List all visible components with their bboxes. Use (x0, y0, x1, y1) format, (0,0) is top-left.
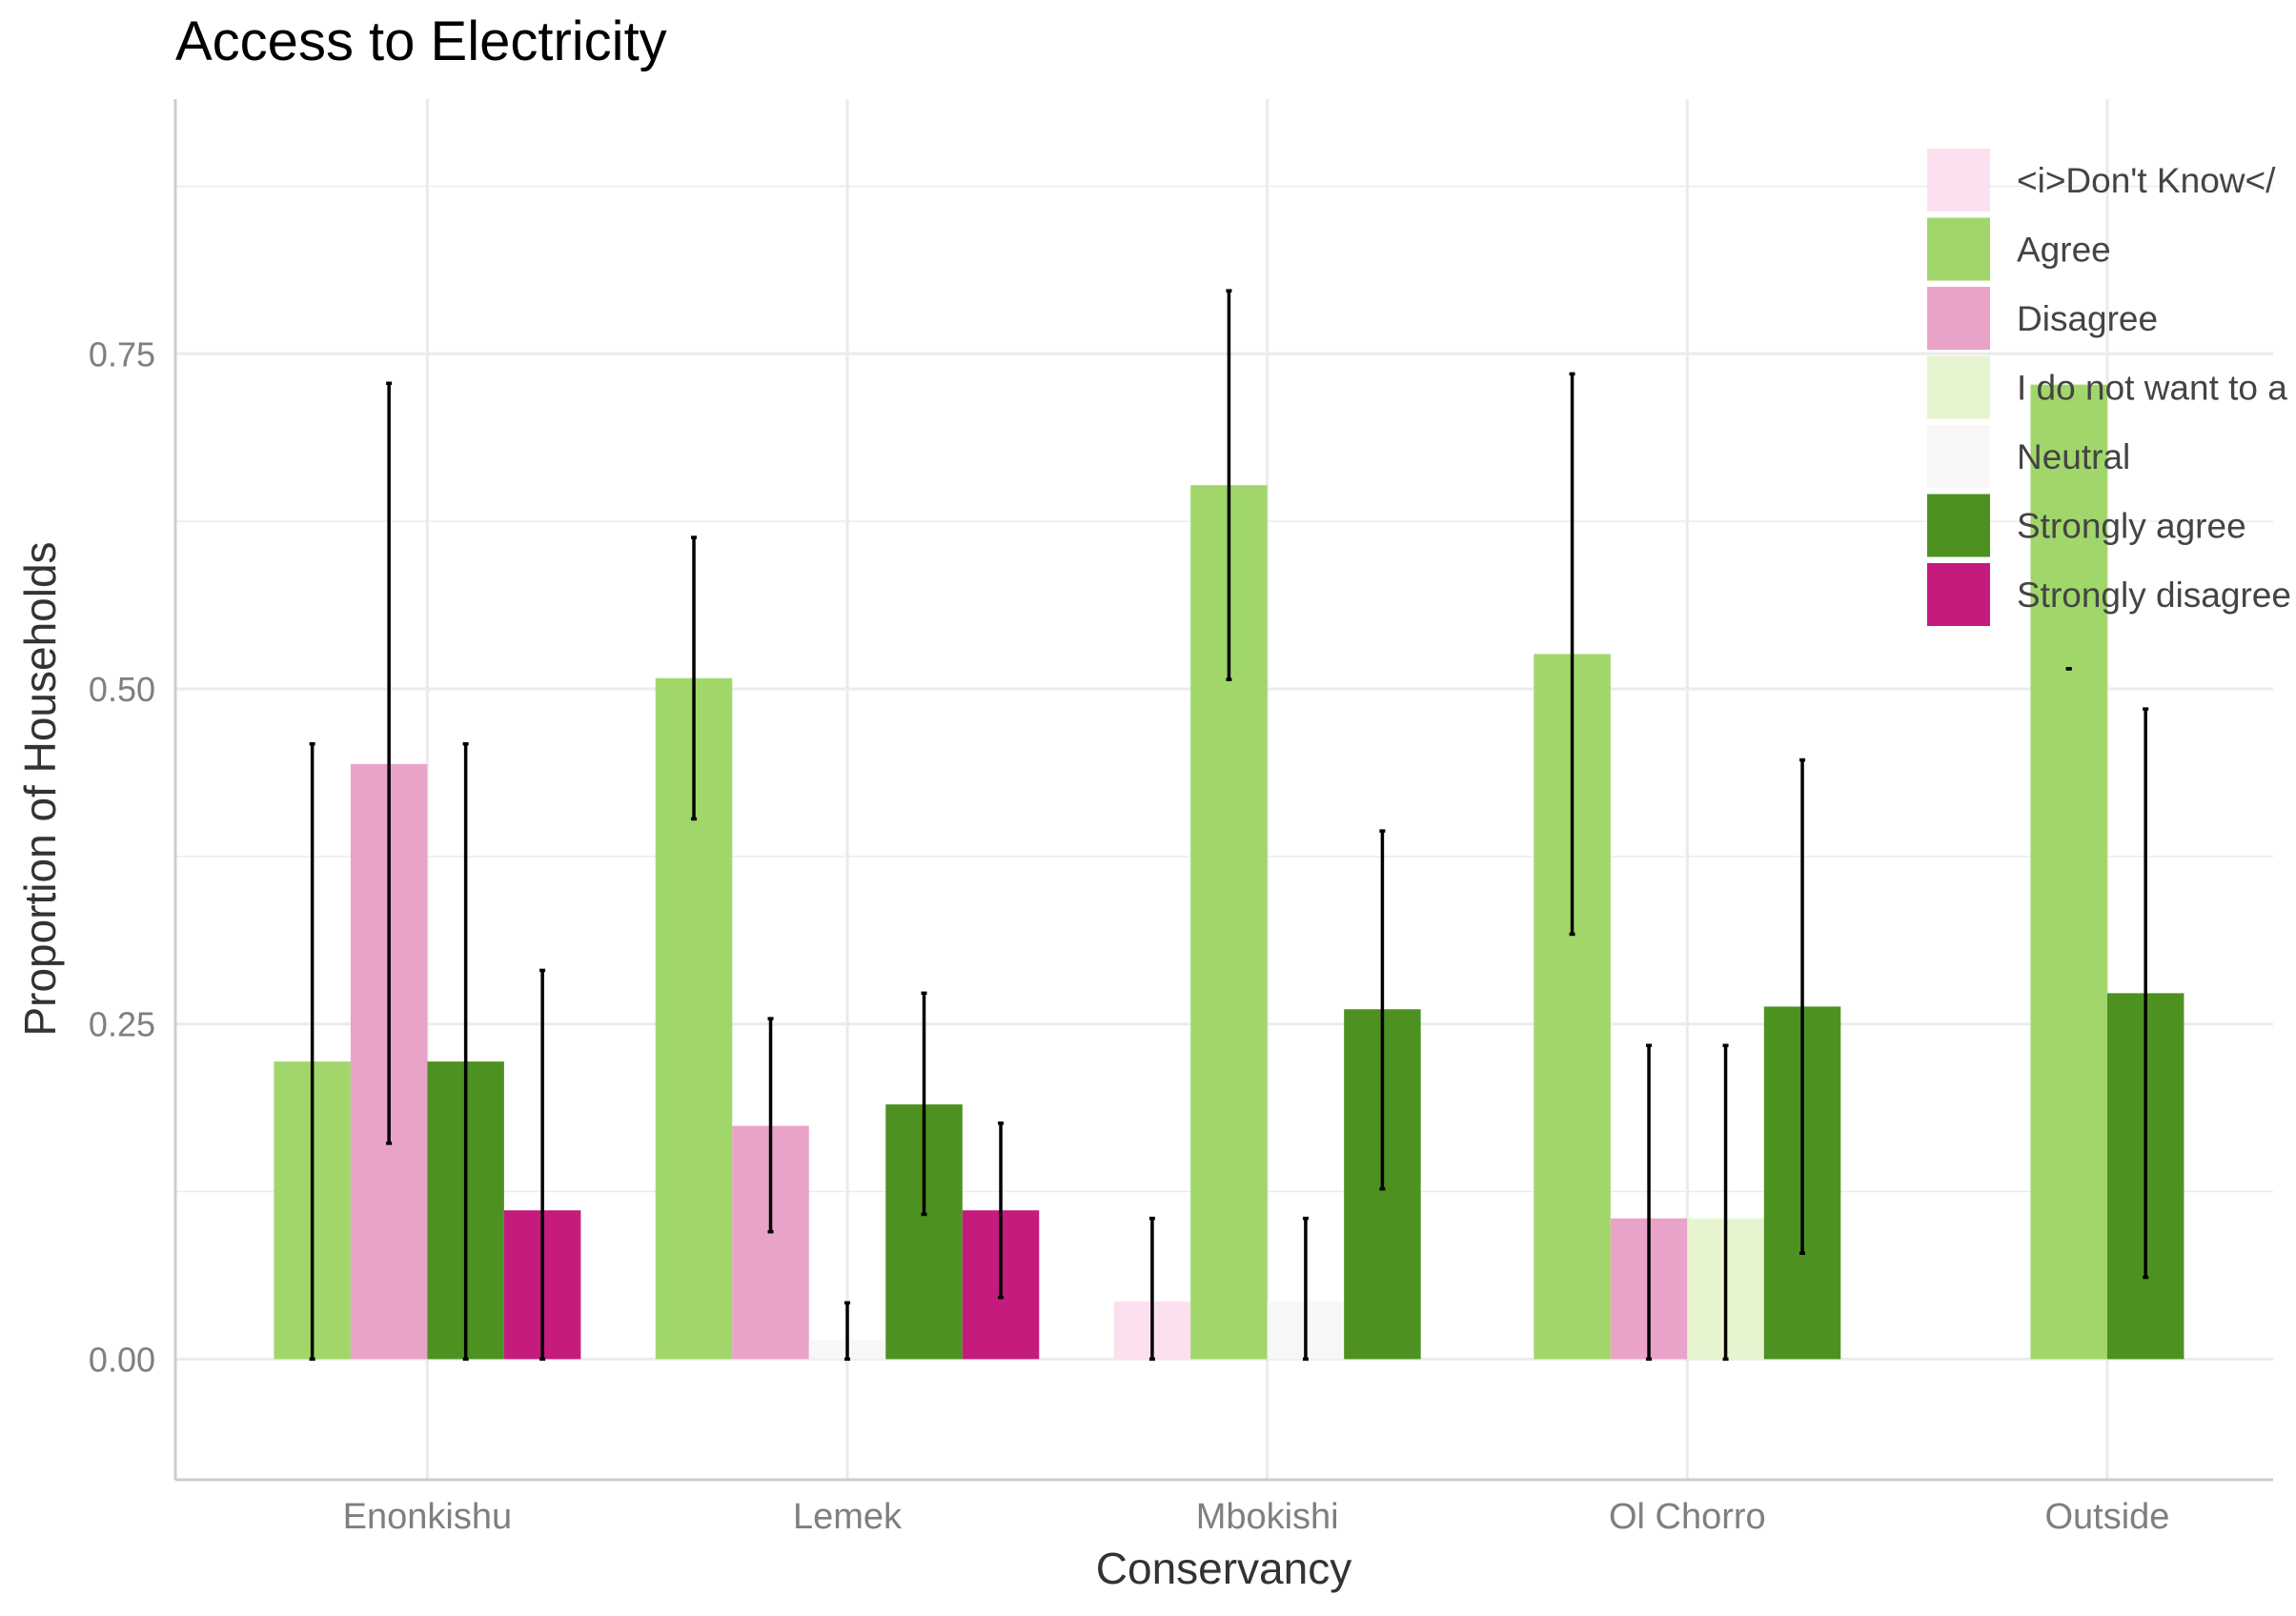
legend-label: Disagree (2017, 299, 2158, 338)
y-tick-label: 0.25 (89, 1005, 155, 1044)
y-tick-labels: 0.00 0.25 0.50 0.75 (89, 334, 155, 1379)
error-bar (462, 741, 469, 1362)
error-bar (1379, 829, 1386, 1191)
error-bar (767, 1017, 774, 1234)
legend-swatch (1927, 149, 1990, 212)
error-bar (1646, 1043, 1653, 1362)
legend-swatch (1927, 494, 1990, 557)
error-bar (921, 991, 927, 1217)
chart-title: Access to Electricity (175, 10, 667, 72)
error-bar (1799, 758, 1806, 1256)
x-tick-label: Mbokishi (1196, 1497, 1339, 1537)
y-tick-label: 0.50 (89, 670, 155, 709)
error-bar (1302, 1216, 1309, 1362)
x-tick-labels: Enonkishu Lemek Mbokishi Ol Chorro Outside (343, 1497, 2170, 1537)
x-tick-label: Outside (2044, 1497, 2169, 1537)
legend-label: Agree (2017, 231, 2111, 270)
legend-label: Strongly agree (2017, 507, 2246, 546)
legend-swatch (1927, 355, 1990, 419)
bar (2030, 384, 2107, 1360)
error-bar (844, 1301, 851, 1362)
legend: <i>Don't Know</ Agree Disagree I do not wan… (1927, 149, 2291, 626)
error-bar (1722, 1043, 1729, 1362)
error-bars (309, 289, 2149, 1362)
error-bar (539, 968, 546, 1362)
error-bar (386, 381, 393, 1145)
legend-swatch (1927, 217, 1990, 281)
error-bar (2143, 707, 2149, 1280)
y-tick-label: 0.00 (89, 1340, 155, 1379)
x-tick-label: Lemek (793, 1497, 903, 1537)
legend-label: I do not want to a (2017, 369, 2287, 408)
error-bar (998, 1121, 1005, 1300)
error-bar (1226, 289, 1232, 681)
legend-swatch (1927, 425, 1990, 488)
x-tick-label: Ol Chorro (1609, 1497, 1766, 1537)
legend-label: Neutral (2017, 437, 2130, 476)
legend-swatch (1927, 563, 1990, 626)
error-bar (691, 535, 698, 821)
y-axis-title: Proportion of Households (15, 541, 65, 1036)
y-tick-label: 0.75 (89, 334, 155, 374)
error-bar (1148, 1216, 1155, 1362)
x-tick-label: Enonkishu (343, 1497, 512, 1537)
error-bar (1569, 372, 1575, 937)
legend-swatch (1927, 287, 1990, 350)
legend-label: Strongly disagree (2017, 576, 2291, 615)
legend-label: <i>Don't Know</ (2017, 161, 2276, 200)
error-bar (309, 741, 315, 1362)
x-axis-title: Conservancy (1096, 1544, 1351, 1593)
